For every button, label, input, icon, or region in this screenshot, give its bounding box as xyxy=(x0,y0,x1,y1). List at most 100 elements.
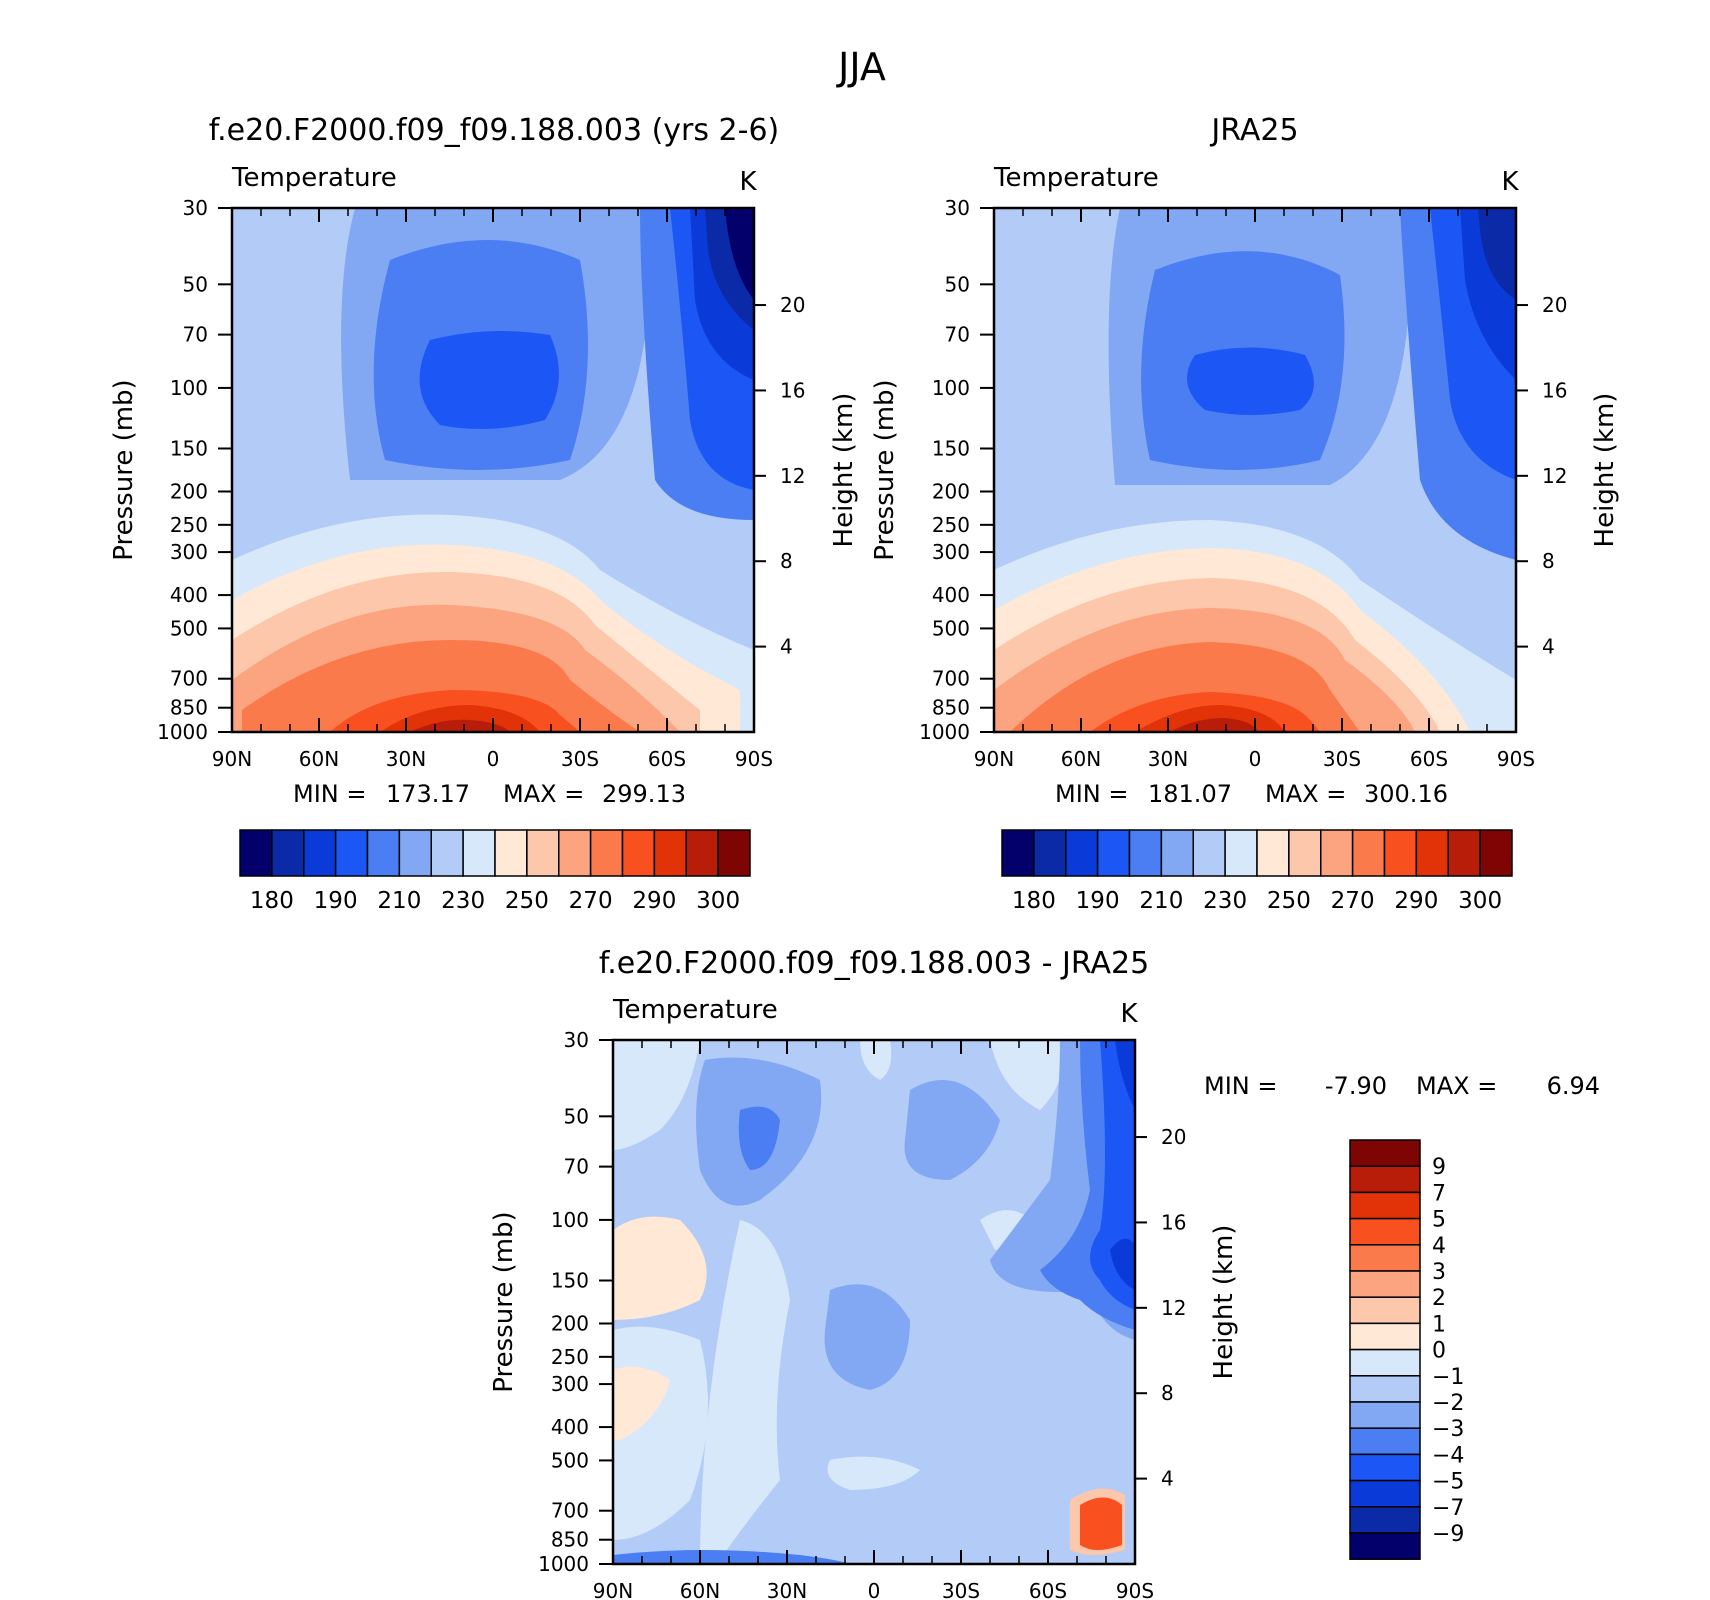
colorbar-swatch xyxy=(494,829,528,877)
colorbar-swatch xyxy=(1447,829,1481,877)
panel-difference-ylabel: Pressure (mb) xyxy=(489,1211,519,1392)
height-tick-label: 20 xyxy=(1161,1125,1186,1149)
x-tick-label: 60N xyxy=(680,1579,720,1600)
colorbar-swatch xyxy=(1349,1479,1421,1508)
y-tick-label: 250 xyxy=(551,1345,589,1369)
panel-model-min: 173.17 xyxy=(386,780,470,808)
x-tick-label: 90N xyxy=(212,747,252,771)
colorbar-swatch xyxy=(1349,1139,1421,1167)
colorbar-swatch xyxy=(1160,829,1194,877)
y-tick-label: 250 xyxy=(170,513,208,537)
x-tick-label: 0 xyxy=(487,747,500,771)
y-tick-label: 400 xyxy=(551,1415,589,1439)
colorbar-swatch xyxy=(685,829,719,877)
colorbar-label: 2 xyxy=(1432,1286,1446,1311)
y-tick-label: 300 xyxy=(551,1372,589,1396)
colorbar-swatch xyxy=(1001,829,1035,877)
colorbar-swatch xyxy=(303,829,337,877)
panel-jra25-min: 181.07 xyxy=(1148,780,1232,808)
colorbar-swatch xyxy=(1349,1427,1421,1456)
colorbar-label: 210 xyxy=(377,888,421,914)
panel-jra25-field xyxy=(994,208,1516,732)
colorbar-label: 9 xyxy=(1432,1155,1446,1180)
colorbar-label: 180 xyxy=(1012,888,1056,914)
x-tick-label: 30S xyxy=(1323,747,1361,771)
colorbar-label: 290 xyxy=(1394,888,1438,914)
panel-jra25-ylabel-right: Height (km) xyxy=(1590,393,1620,548)
y-tick-label: 50 xyxy=(564,1104,589,1128)
colorbar-swatch xyxy=(1349,1217,1421,1246)
y-tick-label: 50 xyxy=(945,272,970,296)
y-tick-label: 200 xyxy=(170,479,208,503)
colorbar-swatch xyxy=(1349,1296,1421,1325)
x-tick-label: 30N xyxy=(1148,747,1188,771)
panel-difference: f.e20.F2000.f09_f09.188.003 - JRA25 Temp… xyxy=(489,946,1600,1600)
x-tick-label: 60S xyxy=(648,747,686,771)
colorbar-swatch xyxy=(621,829,656,877)
x-tick-label: 90N xyxy=(593,1579,633,1600)
colorbar-swatch xyxy=(1256,829,1290,877)
height-tick-label: 8 xyxy=(780,549,793,573)
y-tick-label: 150 xyxy=(170,437,208,461)
colorbar-swatch xyxy=(1349,1270,1421,1298)
y-tick-label: 150 xyxy=(932,437,970,461)
colorbar-swatch xyxy=(462,829,496,877)
colorbar-swatch xyxy=(398,829,432,877)
x-tick-label: 60N xyxy=(299,747,339,771)
colorbar-label: −4 xyxy=(1432,1443,1464,1468)
x-tick-label: 0 xyxy=(1249,747,1262,771)
y-tick-label: 500 xyxy=(932,616,970,640)
panel-model-max: 299.13 xyxy=(602,780,686,808)
panel-model-field xyxy=(232,208,754,732)
panel-jra25-max: 300.16 xyxy=(1364,780,1448,808)
height-tick-label: 16 xyxy=(1161,1210,1186,1234)
svg-text:MAX =: MAX = xyxy=(503,780,584,808)
y-tick-label: 70 xyxy=(183,323,208,347)
colorbar-swatch xyxy=(1349,1532,1421,1560)
colorbar-label: 180 xyxy=(250,888,294,914)
height-tick-label: 12 xyxy=(1542,464,1567,488)
colorbar-swatch xyxy=(239,829,273,877)
colorbar-swatch xyxy=(526,829,560,877)
y-tick-label: 400 xyxy=(170,583,208,607)
y-tick-label: 100 xyxy=(170,376,208,400)
y-tick-label: 300 xyxy=(170,540,208,564)
colorbar-swatch xyxy=(1349,1375,1421,1403)
colorbar-swatch xyxy=(271,829,305,877)
colorbar-swatch xyxy=(1288,829,1322,877)
colorbar-label: −7 xyxy=(1432,1496,1464,1521)
height-tick-label: 8 xyxy=(1161,1381,1174,1405)
svg-text:MIN =: MIN = xyxy=(1204,1072,1277,1100)
height-tick-label: 4 xyxy=(780,635,793,659)
colorbar-label: 290 xyxy=(632,888,676,914)
colorbar-swatch xyxy=(1349,1453,1421,1482)
y-tick-label: 250 xyxy=(932,513,970,537)
colorbar-swatch xyxy=(1349,1191,1421,1220)
colorbar-swatch xyxy=(1192,829,1226,877)
x-tick-label: 30N xyxy=(767,1579,807,1600)
panel-jra25: JRA25 Temperature K 90N 60N 30N 0 30S 60S 90S 3… xyxy=(870,113,1620,914)
y-tick-label: 1000 xyxy=(157,720,208,744)
panel-jra25-stats: MIN = 181.07 MAX = 300.16 xyxy=(1055,780,1448,808)
colorbar-label: 190 xyxy=(1076,888,1120,914)
y-tick-label: 700 xyxy=(551,1499,589,1523)
height-tick-label: 12 xyxy=(780,464,805,488)
panel-jra25-title: JRA25 xyxy=(1209,113,1298,148)
y-tick-label: 700 xyxy=(170,667,208,691)
height-tick-label: 8 xyxy=(1542,549,1555,573)
colorbar-swatch xyxy=(1349,1165,1421,1194)
panel-jra25-ticks: 90N 60N 30N 0 30S 60S 90S 30 50 70 100 150 200 250 300… xyxy=(919,196,1567,771)
colorbar-swatch xyxy=(1096,829,1131,877)
panel-jra25-variable: Temperature xyxy=(993,163,1159,193)
panel-difference-field xyxy=(613,1040,1135,1564)
svg-text:MAX =: MAX = xyxy=(1416,1072,1497,1100)
colorbar-label: −2 xyxy=(1432,1391,1464,1416)
colorbar-label: −1 xyxy=(1432,1365,1464,1390)
colorbar-swatch xyxy=(717,829,751,877)
y-tick-label: 850 xyxy=(551,1528,589,1552)
svg-text:MIN =: MIN = xyxy=(1055,780,1128,808)
colorbar-label: 0 xyxy=(1432,1339,1446,1364)
colorbar-label: −9 xyxy=(1432,1522,1464,1547)
colorbar-label: 5 xyxy=(1432,1208,1446,1233)
